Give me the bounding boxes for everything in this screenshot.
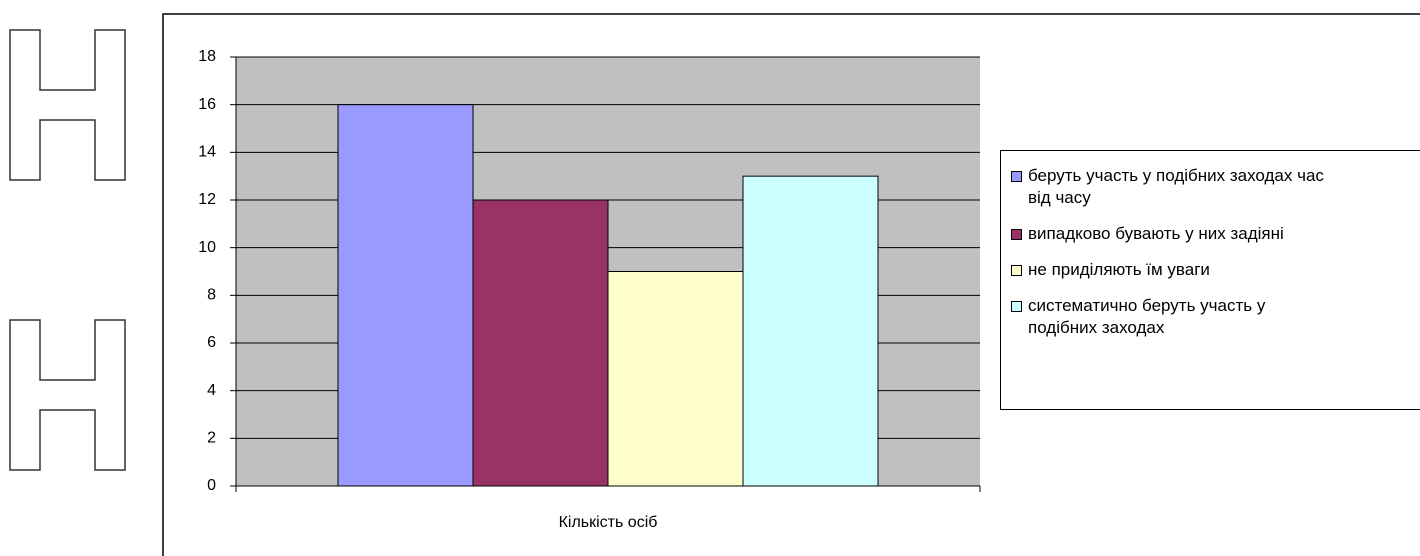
y-tick-label: 14 — [198, 144, 216, 161]
legend-swatch — [1011, 301, 1022, 312]
y-tick-label: 12 — [198, 191, 216, 208]
legend-label: беруть участь у подібних заходах час від… — [1028, 166, 1324, 207]
bar — [742, 175, 879, 487]
legend-swatch — [1011, 229, 1022, 240]
legend-swatch — [1011, 171, 1022, 182]
y-tick-label: 4 — [207, 382, 216, 399]
legend-swatch — [1011, 265, 1022, 276]
legend: беруть участь у подібних заходах час від… — [1000, 150, 1420, 410]
watermark-glyph — [9, 29, 126, 181]
legend-entry: не приділяють їм уваги — [1011, 259, 1420, 281]
bar — [337, 104, 474, 487]
y-tick-label: 16 — [198, 96, 216, 113]
watermark — [9, 29, 126, 471]
bar — [472, 199, 609, 487]
y-tick-label: 0 — [207, 477, 216, 494]
y-tick-label: 10 — [198, 239, 216, 256]
watermark-glyph — [9, 319, 126, 471]
x-tick-label: Кількість осіб — [559, 514, 658, 531]
legend-entry: випадково бувають у них задіяні — [1011, 223, 1420, 245]
y-tick-label: 2 — [207, 430, 216, 447]
y-tick-label: 6 — [207, 334, 216, 351]
legend-entry: систематично беруть участь у подібних за… — [1011, 295, 1420, 339]
legend-label: не приділяють їм уваги — [1028, 260, 1210, 279]
legend-label: систематично беруть участь у подібних за… — [1028, 296, 1266, 337]
y-tick-label: 18 — [198, 48, 216, 65]
bar — [607, 271, 744, 487]
y-tick-label: 8 — [207, 287, 216, 304]
legend-label: випадково бувають у них задіяні — [1028, 224, 1284, 243]
legend-entry: беруть участь у подібних заходах час від… — [1011, 165, 1420, 209]
